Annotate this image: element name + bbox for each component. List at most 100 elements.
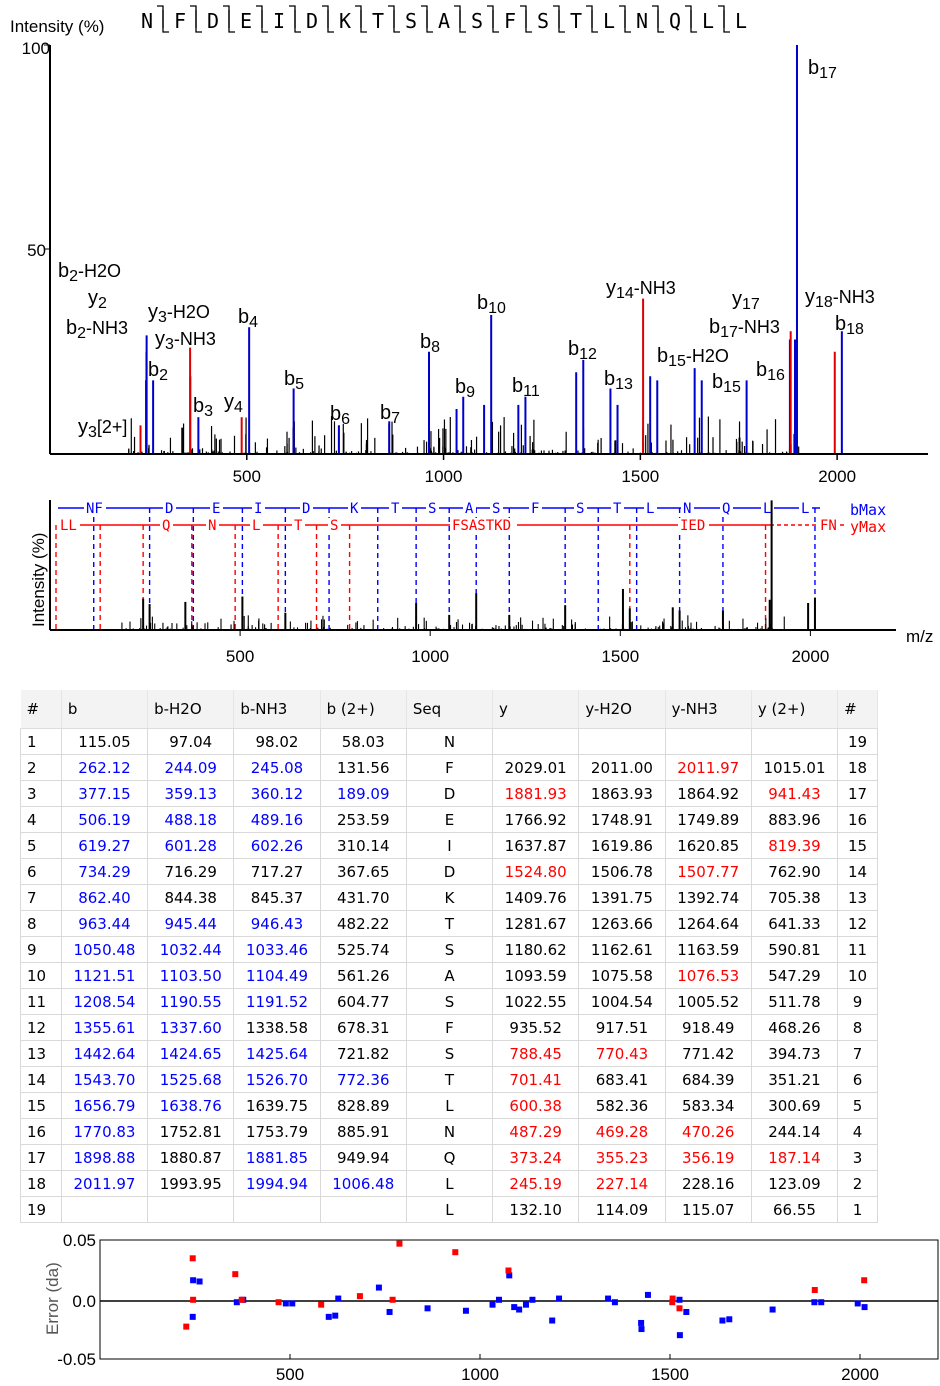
table-cell: 18 [20, 1170, 62, 1197]
spectrum-peak-label: y3-H2O [148, 301, 210, 326]
y-label-bg [450, 518, 517, 532]
table-cell: 19 [20, 1196, 62, 1223]
b-label-bg [389, 501, 402, 515]
spectrum-x-tick-label: 1000 [425, 467, 463, 482]
table-cell: L [405, 1092, 494, 1119]
table-header-cell[interactable]: y [492, 690, 580, 729]
table-cell: 819.39 [750, 832, 839, 859]
y-ion-bracket [294, 10, 301, 33]
y-ion-error-point [452, 1249, 459, 1256]
b-ion-error-point [522, 1301, 529, 1308]
table-header-cell[interactable]: # [837, 690, 878, 729]
b-ion-error-point [375, 1284, 382, 1291]
table-row[interactable]: 13 1442.64 1424.65 1425.64 721.82 S 788.45 770.… [20, 1040, 878, 1067]
table-header-cell[interactable]: b (2+) [320, 690, 407, 729]
b-ion-error-point [644, 1291, 651, 1298]
table-row[interactable]: 16 1770.83 1752.81 1753.79 885.91 N 487.29 469.… [20, 1118, 878, 1145]
table-header-cell[interactable]: b-NH3 [233, 690, 321, 729]
table-cell: 1121.51 [60, 962, 149, 989]
spectrum-peak-label: b18 [835, 313, 864, 338]
table-body: 1 115.05 97.04 98.02 58.03 N 19 2 262.12 244.09 24… [20, 728, 878, 1223]
table-row[interactable]: 4 506.19 488.18 489.16 253.59 E 1766.92 1748.91… [20, 806, 878, 833]
b-ion-bracket [289, 5, 296, 28]
table-cell: 917.51 [578, 1014, 666, 1041]
error-x-tick-label: 500 [276, 1365, 304, 1384]
table-header-cell[interactable]: y-NH3 [665, 690, 752, 729]
y-ion-bracket [360, 10, 367, 33]
y-ion-error-point [505, 1267, 512, 1274]
b-label-bg [163, 501, 176, 515]
sequence-residue: L [735, 9, 747, 33]
table-row[interactable]: 2 262.12 244.09 245.08 131.56 F 2029.01 2011.00… [20, 754, 878, 781]
b-ion-bracket [718, 5, 725, 28]
table-cell: 1180.62 [492, 936, 580, 963]
table-header-cell[interactable]: b-H2O [147, 690, 235, 729]
table-cell: 1392.74 [664, 884, 752, 911]
table-row[interactable]: 19 L 132.10 114.09 115.07 66.55 1 [20, 1196, 878, 1223]
sequence-residue: E [240, 9, 252, 33]
table-cell: 883.96 [750, 806, 839, 833]
table-row[interactable]: 17 1898.88 1880.87 1881.85 949.94 Q 373.24 355.… [20, 1144, 878, 1171]
table-row[interactable]: 5 619.27 601.28 602.26 310.14 I 1637.87 1619.86… [20, 832, 878, 859]
table-row[interactable]: 1 115.05 97.04 98.02 58.03 N 19 [20, 728, 878, 755]
table-cell: 1005.52 [664, 988, 752, 1015]
table-cell: 582.36 [578, 1092, 666, 1119]
spectrum-peak-label: b7 [380, 402, 400, 427]
table-cell: 1638.76 [147, 1092, 235, 1119]
spectrum-peak-label: b10 [477, 292, 506, 317]
table-cell: 1075.58 [578, 962, 666, 989]
table-cell: 123.09 [750, 1170, 839, 1197]
table-row[interactable]: 7 862.40 844.38 845.37 431.70 K 1409.76 1391.75… [20, 884, 878, 911]
error-ticks: 0.05 0.0 -0.05 500 1000 1500 2000 [57, 1231, 879, 1384]
y-label-bg [678, 518, 709, 532]
coverage-spectrum-chart: NF D E I D K T S A S F S T L N Q L LLL Q N L T S FSASTKD IED FN b… [29, 500, 933, 666]
table-cell: F [405, 754, 494, 781]
error-x-tick-label: 1000 [461, 1365, 499, 1384]
b-label-bg [799, 501, 812, 515]
table-cell: 1338.58 [233, 1014, 321, 1041]
table-header-cell[interactable]: b [61, 690, 149, 729]
table-cell: 187.14 [750, 1144, 839, 1171]
table-cell: 1881.85 [233, 1144, 321, 1171]
table-row[interactable]: 3 377.15 359.13 360.12 189.09 D 1881.93 1863.93… [20, 780, 878, 807]
table-cell: 1898.88 [60, 1144, 149, 1171]
table-header-cell[interactable]: # [20, 690, 62, 729]
table-row[interactable]: 10 1121.51 1103.50 1104.49 561.26 A 1093.59 107… [20, 962, 878, 989]
y-label-bg [58, 518, 80, 532]
table-row[interactable]: 18 2011.97 1993.95 1994.94 1006.48 L 245.19 227… [20, 1170, 878, 1197]
table-row[interactable]: 9 1050.48 1032.44 1033.46 525.74 S 1180.62 1162… [20, 936, 878, 963]
table-row[interactable]: 8 963.44 945.44 946.43 482.22 T 1281.67 1263.66… [20, 910, 878, 937]
b-ion-bracket [388, 5, 395, 28]
y-label-bg [818, 518, 840, 532]
table-cell: 58.03 [319, 728, 407, 755]
table-cell: 470.26 [664, 1118, 752, 1145]
table-cell: 97.04 [147, 728, 235, 755]
table-cell: 360.12 [233, 780, 321, 807]
table-cell: 19 [837, 728, 878, 755]
table-cell: 1033.46 [233, 936, 321, 963]
b-label-bg [490, 501, 503, 515]
y-ion-error-point [669, 1295, 676, 1302]
table-row[interactable]: 14 1543.70 1525.68 1526.70 772.36 T 701.41 683.… [20, 1066, 878, 1093]
y-label-bg [250, 518, 263, 532]
y-ion-label: L [252, 518, 260, 534]
table-header-cell[interactable]: y (2+) [751, 690, 839, 729]
y-ion-error-point [189, 1255, 196, 1262]
table-cell: 1050.48 [60, 936, 149, 963]
table-row[interactable]: 6 734.29 716.29 717.27 367.65 D 1524.80 1506.78… [20, 858, 878, 885]
table-row[interactable]: 11 1208.54 1190.55 1191.52 604.77 S 1022.55 100… [20, 988, 878, 1015]
b-ion-error-point [289, 1300, 296, 1307]
table-header-cell[interactable]: Seq [406, 690, 494, 729]
table-row[interactable]: 15 1656.79 1638.76 1639.75 828.89 L 600.38 582.… [20, 1092, 878, 1119]
spectrum-peak-label: b11 [512, 375, 540, 400]
sequence-residue: Q [669, 9, 681, 33]
table-row[interactable]: 12 1355.61 1337.60 1338.58 678.31 F 935.52 917.… [20, 1014, 878, 1041]
y-ion-bracket [393, 10, 400, 33]
table-cell: D [405, 858, 494, 885]
table-cell [147, 1196, 235, 1223]
table-cell: 1620.85 [664, 832, 752, 859]
table-cell: 1391.75 [578, 884, 666, 911]
table-header-cell[interactable]: y-H2O [578, 690, 666, 729]
table-cell: 7 [837, 1040, 878, 1067]
table-cell: S [405, 988, 494, 1015]
